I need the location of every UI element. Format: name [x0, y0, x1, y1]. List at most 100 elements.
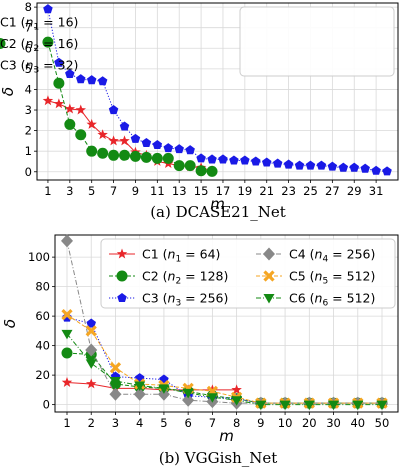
- caption-b: (b) VGGish_Net: [159, 449, 278, 467]
- x-tick-label: 2: [88, 416, 95, 430]
- legend-label: C1 (n1 = 64): [142, 247, 220, 265]
- data-point: [130, 133, 141, 143]
- data-point: [316, 160, 327, 170]
- y-tick-label: 20: [35, 368, 50, 382]
- x-tick-label: 25: [303, 184, 318, 198]
- x-tick-label: 8: [233, 416, 240, 430]
- data-point: [360, 163, 370, 173]
- data-point: [152, 140, 163, 150]
- x-tick-label: 20: [302, 416, 317, 430]
- y-tick-label: 100: [28, 250, 50, 264]
- data-point: [206, 393, 218, 403]
- x-tick-label: 3: [112, 416, 119, 430]
- data-point: [43, 4, 53, 14]
- data-point: [251, 156, 261, 166]
- x-tick-label: 9: [257, 416, 264, 430]
- data-point: [261, 157, 272, 167]
- data-point: [272, 158, 283, 168]
- data-point: [61, 234, 73, 248]
- data-point: [109, 362, 122, 374]
- data-point: [283, 159, 294, 169]
- legend-swatch-marker: [263, 294, 275, 304]
- x-tick-label: 7: [209, 416, 216, 430]
- data-point: [371, 165, 381, 175]
- data-point: [173, 160, 185, 172]
- data-point: [151, 152, 163, 164]
- y-tick-label: 7: [25, 21, 32, 35]
- legend-label: C6 (n6 = 512): [289, 291, 375, 309]
- data-point: [305, 160, 316, 170]
- data-point: [206, 165, 218, 177]
- data-point: [158, 384, 170, 394]
- x-tick-label: 11: [150, 184, 165, 198]
- legend-swatch-marker: [116, 270, 128, 282]
- data-point: [174, 144, 184, 154]
- y-tick-label: 60: [35, 309, 50, 323]
- data-point: [133, 387, 146, 401]
- y-tick-label: 0: [25, 165, 32, 179]
- y-tick-label: 4: [25, 82, 32, 96]
- y-tick-label: 5: [25, 62, 32, 76]
- x-tick-label: 40: [350, 416, 365, 430]
- data-point: [119, 149, 131, 161]
- data-point: [279, 400, 291, 411]
- data-point: [75, 104, 86, 115]
- x-tick-label: 1: [44, 184, 51, 198]
- data-point: [65, 69, 75, 79]
- x-tick-label: 23: [281, 184, 296, 198]
- data-point: [108, 105, 119, 115]
- data-point: [294, 160, 305, 170]
- x-tick-label: 7: [110, 184, 117, 198]
- x-tick-label: 6: [184, 416, 191, 430]
- series-line: [66, 382, 237, 391]
- data-point: [61, 377, 73, 387]
- y-tick-label: 80: [35, 280, 50, 294]
- y-axis-label: δ: [0, 87, 17, 96]
- data-point: [64, 103, 76, 114]
- data-point: [195, 165, 207, 177]
- legend-swatch-marker: [0, 38, 6, 49]
- data-point: [86, 145, 98, 157]
- data-point: [108, 149, 120, 161]
- data-point: [182, 393, 195, 407]
- data-point: [97, 76, 108, 86]
- data-point: [182, 388, 194, 399]
- data-point: [86, 75, 97, 85]
- data-point: [109, 377, 121, 387]
- x-tick-label: 5: [88, 184, 95, 198]
- series-6: [61, 329, 388, 411]
- caption-a: (a) DCASE21_Net: [150, 203, 286, 221]
- x-tick-label: 5: [160, 416, 167, 430]
- plot-frame: [36, 2, 399, 181]
- x-tick-label: 30: [326, 416, 341, 430]
- x-tick-label: 50: [375, 416, 390, 430]
- data-point: [229, 155, 239, 165]
- data-point: [61, 329, 73, 340]
- x-tick-label: 1: [63, 416, 70, 430]
- data-point: [86, 378, 97, 389]
- legend-label: C2 (n2 = 16): [0, 36, 78, 54]
- y-tick-label: 2: [25, 124, 32, 138]
- x-tick-label: 19: [238, 184, 253, 198]
- y-tick-label: 6: [25, 41, 32, 55]
- y-tick-label: 40: [35, 339, 50, 353]
- data-point: [64, 118, 76, 130]
- data-point: [163, 143, 174, 153]
- data-point: [231, 384, 242, 395]
- series-line: [66, 333, 382, 406]
- x-axis-label: m: [219, 427, 234, 445]
- data-point: [240, 155, 250, 165]
- data-point: [196, 153, 206, 163]
- legend-label: C4 (n4 = 256): [289, 247, 375, 265]
- x-tick-label: 29: [347, 184, 362, 198]
- x-tick-label: 13: [172, 184, 187, 198]
- data-point: [53, 98, 65, 109]
- data-point: [184, 160, 196, 172]
- y-tick-label: 1: [25, 144, 32, 158]
- legend-label: C2 (n2 = 128): [142, 269, 228, 287]
- data-point: [108, 135, 119, 146]
- data-point: [53, 77, 65, 89]
- data-point: [86, 118, 97, 129]
- legend: C1 (n1 = 64) C2 (n2 = 128) C3 (n3 = 256) C4…: [100, 238, 396, 309]
